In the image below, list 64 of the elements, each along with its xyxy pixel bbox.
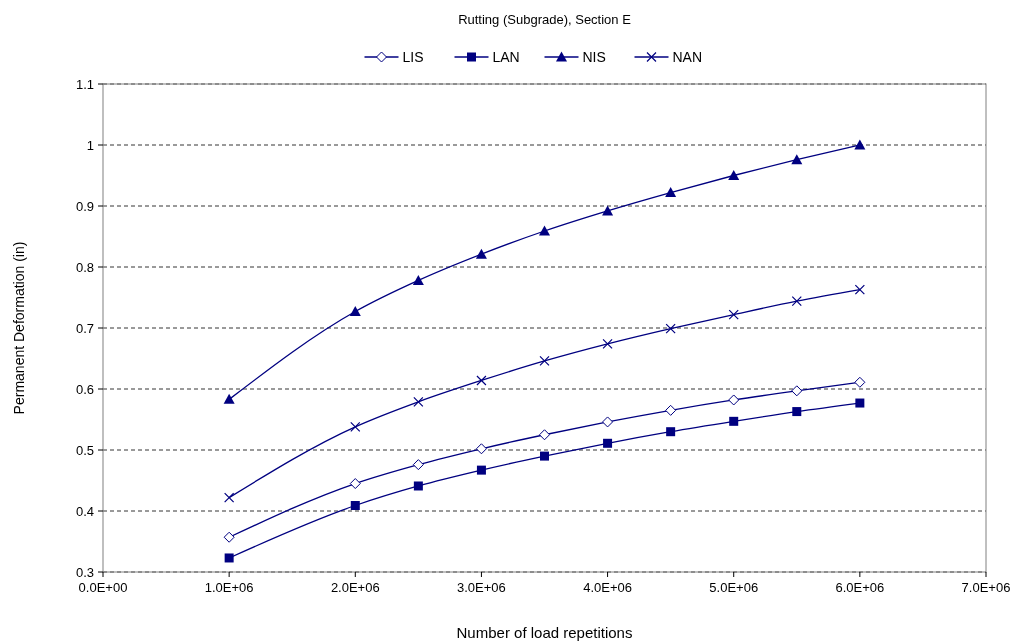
point: [350, 501, 360, 511]
y-tick-label: 0.5: [75, 442, 94, 458]
point: [854, 284, 865, 295]
point: [854, 376, 866, 388]
x-tick-label: 1.0E+06: [204, 580, 254, 595]
x-axis-title: Number of load repetitions: [456, 624, 633, 641]
point: [412, 459, 424, 471]
point: [603, 438, 613, 448]
point: [792, 407, 802, 417]
x-tick-label: 6.0E+06: [835, 580, 885, 595]
point: [539, 355, 550, 367]
point: [223, 393, 235, 404]
point: [791, 385, 803, 397]
point: [665, 323, 676, 334]
y-tick-label: 0.6: [75, 381, 94, 397]
point: [540, 451, 549, 461]
x-tick-label: 3.0E+06: [457, 580, 506, 595]
point: [791, 296, 802, 307]
point: [729, 416, 739, 426]
point: [413, 481, 423, 491]
y-tick-label: 0.7: [75, 320, 94, 336]
point: [855, 398, 865, 408]
point: [665, 187, 677, 198]
y-tick-label: 0.9: [75, 198, 94, 214]
point: [728, 170, 740, 180]
x-tick-label: 2.0E+06: [330, 580, 380, 595]
point: [539, 225, 550, 236]
point: [224, 492, 235, 503]
point: [224, 553, 234, 563]
point: [602, 338, 613, 349]
legend-label: NIS: [582, 48, 606, 65]
point: [602, 416, 614, 428]
y-tick-label: 0.3: [75, 564, 94, 580]
point: [539, 429, 550, 441]
chart-title: Rutting (Subgrade), Section E: [458, 12, 632, 27]
point: [223, 531, 235, 543]
legend-label: LAN: [492, 48, 520, 65]
x-tick-label: 4.0E+06: [583, 580, 632, 595]
point: [412, 274, 424, 285]
point: [666, 427, 676, 437]
y-tick-label: 1.1: [75, 76, 94, 92]
point: [475, 443, 487, 455]
point: [791, 154, 803, 165]
point: [665, 404, 677, 416]
legend-label: LIS: [402, 48, 424, 65]
point: [476, 465, 486, 475]
point: [476, 375, 487, 386]
point: [728, 309, 739, 320]
x-tick-label: 5.0E+06: [709, 580, 759, 595]
point: [475, 248, 487, 259]
legend-label: NAN: [672, 48, 703, 65]
point: [602, 205, 614, 216]
y-axis-title: Permanent Deformation (in): [11, 241, 27, 415]
point: [854, 139, 866, 150]
y-tick-label: 0.8: [75, 259, 94, 275]
x-tick-label: 0.0E+00: [78, 580, 128, 595]
point: [349, 306, 361, 317]
y-tick-label: 1: [86, 137, 94, 153]
point: [349, 478, 361, 490]
point: [728, 394, 740, 406]
y-tick-label: 0.4: [75, 503, 94, 519]
point: [350, 421, 361, 432]
point: [413, 396, 424, 407]
x-tick-label: 7.0E+06: [961, 580, 1011, 595]
